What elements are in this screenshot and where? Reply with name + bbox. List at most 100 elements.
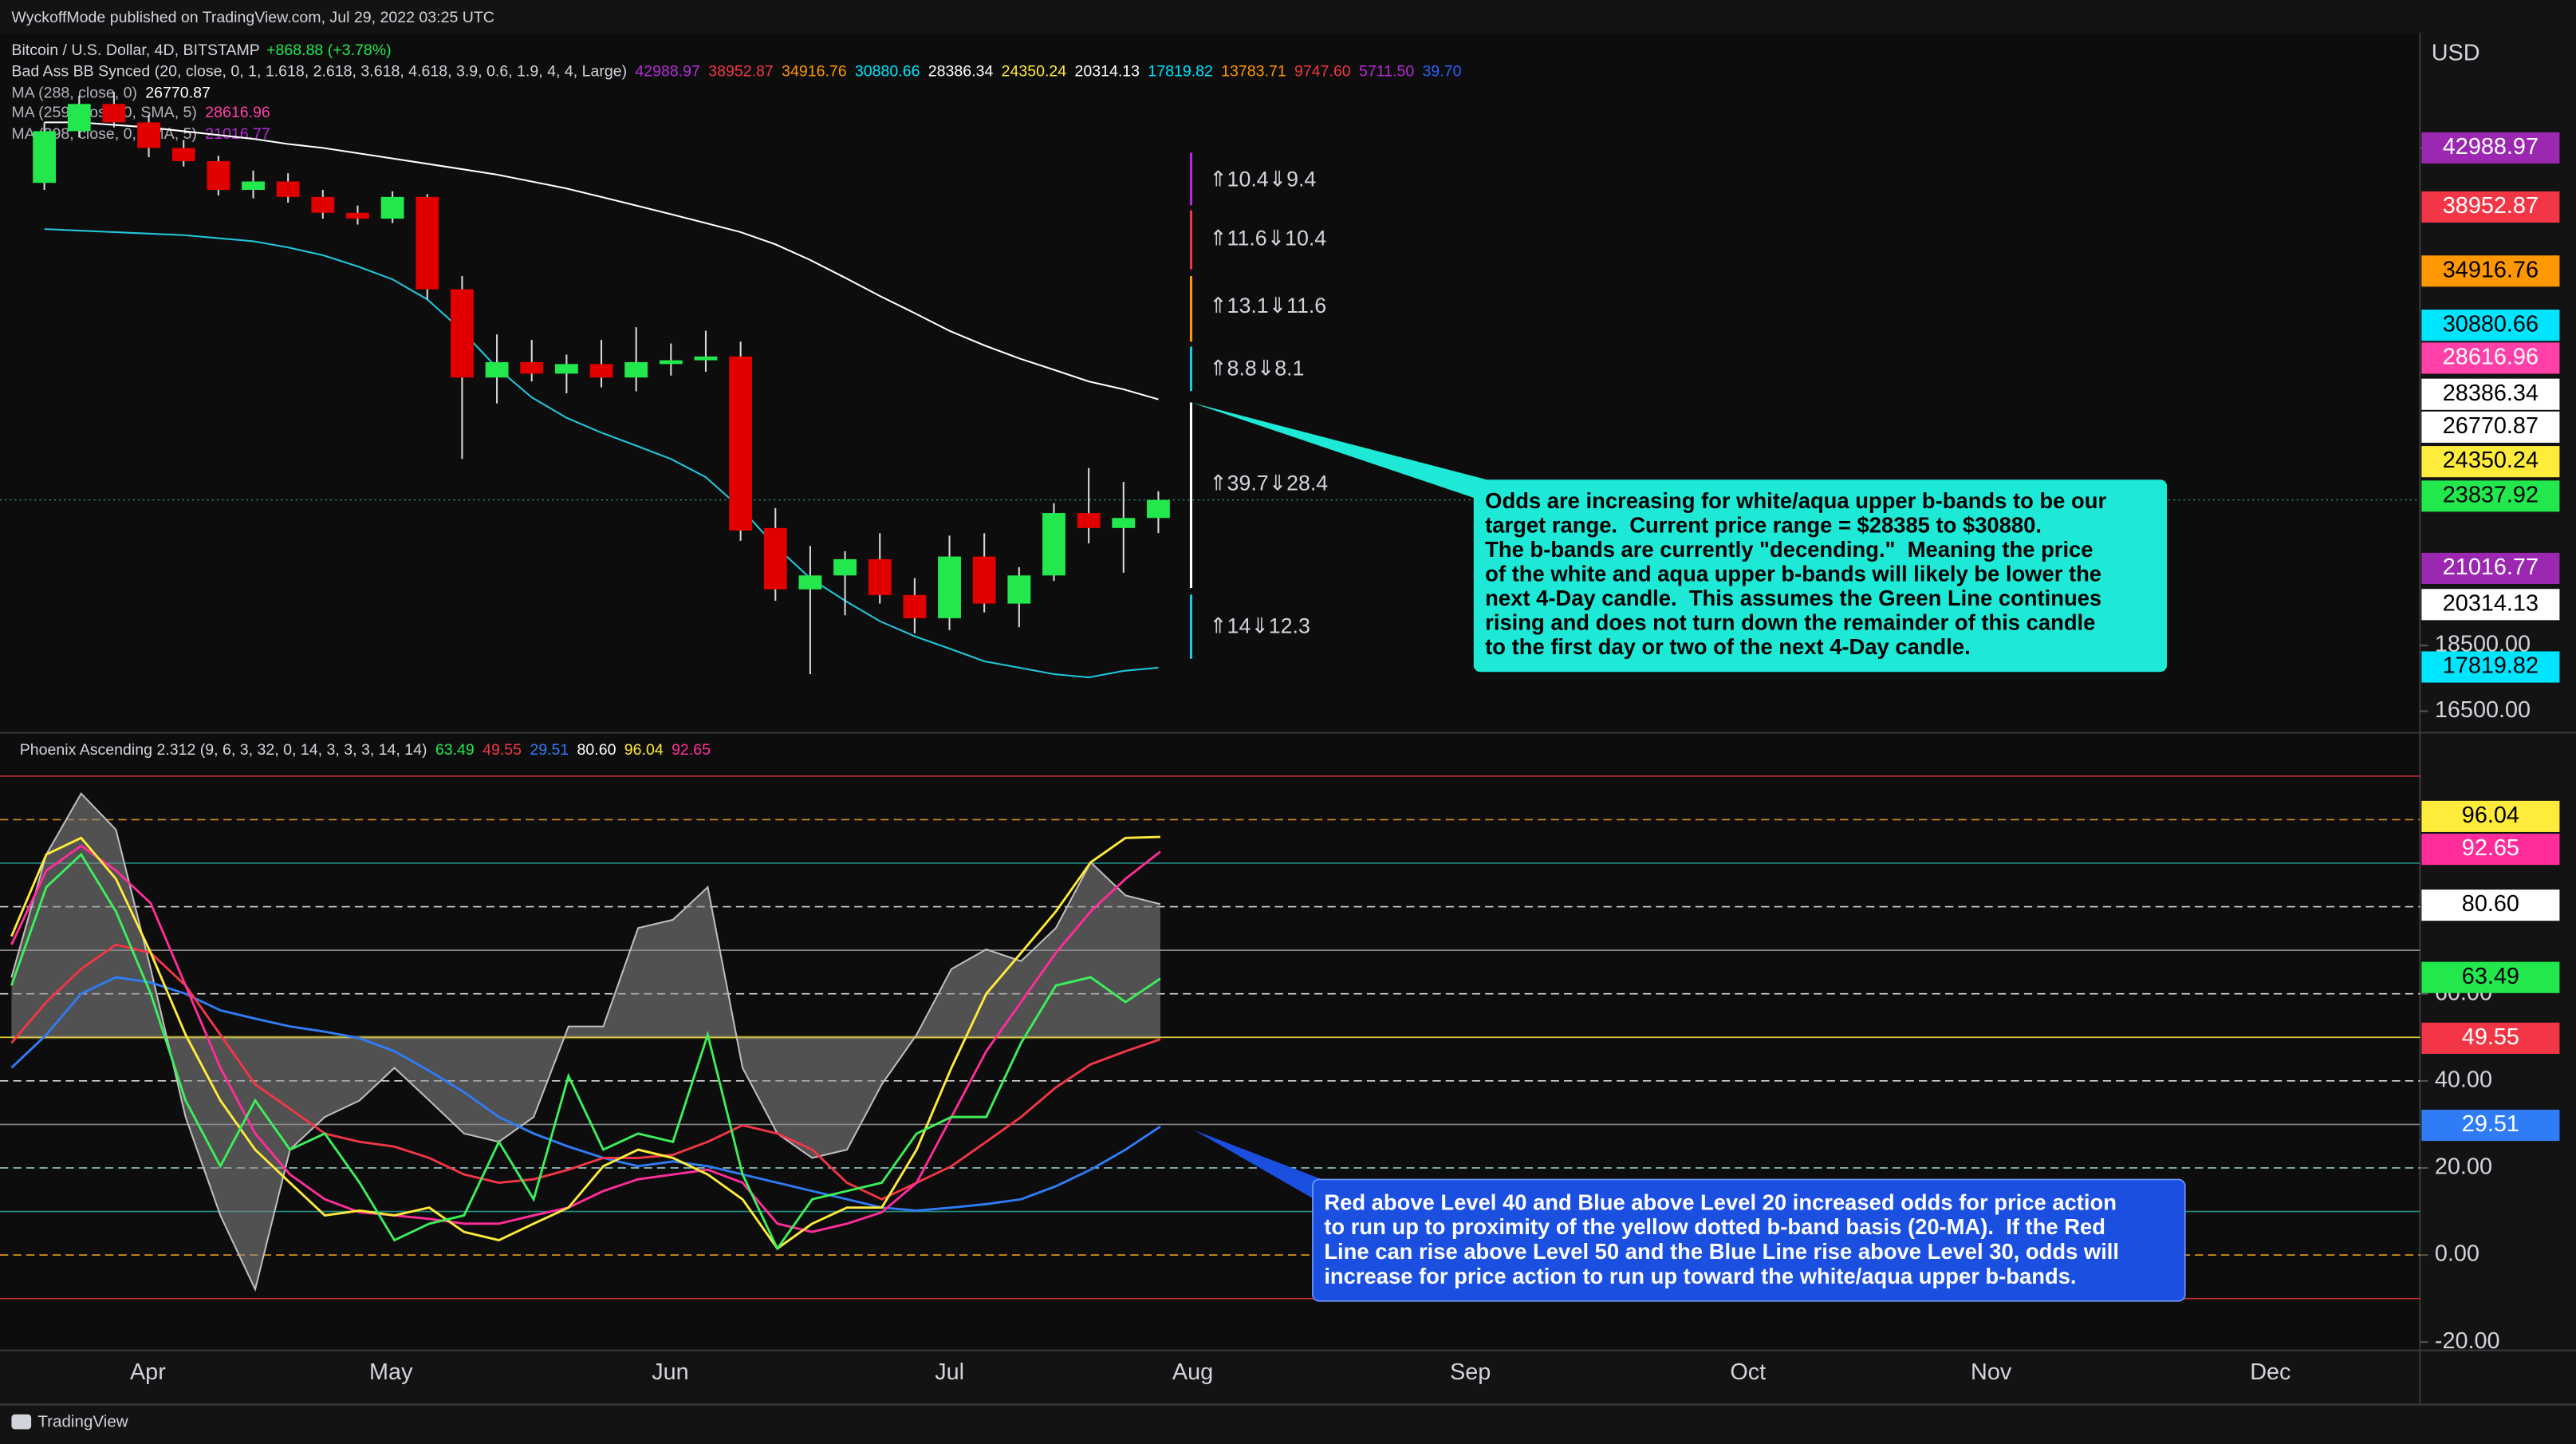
candle-body — [589, 364, 613, 378]
indicator-value: 28386.34 — [928, 63, 994, 81]
indicator-value: 9747.60 — [1294, 63, 1351, 81]
annotation-text: ⇑11.6⇓10.4 — [1209, 227, 1326, 251]
y-tick-label: 16500.00 — [2435, 697, 2531, 723]
x-tick-label: May — [369, 1359, 413, 1385]
value-label: 92.65 — [2462, 835, 2519, 861]
oscillator-value: 29.51 — [530, 741, 569, 759]
publisher: WyckoffMode published on TradingView.com… — [11, 9, 494, 26]
value-label-box — [2421, 890, 2560, 921]
candle-body — [1042, 513, 1065, 576]
indicator-legend: MA (288, close, 0) 26770.87 — [11, 85, 210, 102]
price-label-box — [2421, 552, 2560, 585]
oscillator-line — [10, 852, 1161, 1251]
indicator-name: MA (288, close, 0) — [11, 85, 137, 102]
callout-line: Odds are increasing for white/aqua upper… — [1485, 488, 2106, 513]
value-label: 29.51 — [2462, 1111, 2519, 1137]
callout-line: to the first day or two of the next 4-Da… — [1485, 634, 1971, 659]
y-tick-label: 0.00 — [2435, 1241, 2479, 1267]
candle-body — [380, 196, 404, 219]
price-label: 28386.34 — [2443, 381, 2539, 406]
price-label: 30880.66 — [2443, 311, 2539, 337]
indicator-value: 17819.82 — [1148, 63, 1213, 81]
oscillator-line — [10, 943, 1161, 1201]
callout-line: target range. Current price range = $283… — [1485, 513, 2042, 538]
callout-line: to run up to proximity of the yellow dot… — [1324, 1214, 2105, 1239]
callout-line: Line can rise above Level 50 and the Blu… — [1324, 1239, 2119, 1264]
y-tick-label: -20.00 — [2435, 1328, 2500, 1354]
candle-body — [102, 104, 126, 123]
indicator-name: Bad Ass BB Synced (20, close, 0, 1, 1.61… — [11, 63, 627, 81]
candle-body — [659, 360, 683, 365]
candle-body — [763, 527, 787, 590]
x-tick-label: Aug — [1172, 1359, 1213, 1385]
value-label: 63.49 — [2462, 964, 2519, 989]
value-label-box — [2421, 800, 2560, 832]
callout-line: increase for price action to run up towa… — [1324, 1264, 2076, 1288]
annotation-text: ⇑39.7⇓28.4 — [1209, 471, 1328, 495]
oscillator-value: 63.49 — [435, 741, 475, 759]
indicator-value: 20314.13 — [1074, 63, 1140, 81]
indicator-legend: MA (259, close, 0, SMA, 5) 28616.96 — [11, 104, 270, 121]
indicator-value: 34916.76 — [782, 63, 847, 81]
callout-pointer — [1191, 402, 1487, 499]
value-label: 49.55 — [2462, 1024, 2519, 1050]
oscillator-value: 92.65 — [672, 741, 711, 759]
oscillator-value: 49.55 — [483, 741, 522, 759]
price-label: 24350.24 — [2443, 448, 2539, 473]
indicator-value: 30880.66 — [855, 63, 920, 81]
x-tick-label: Jul — [935, 1359, 964, 1385]
x-tick-label: Sep — [1450, 1359, 1491, 1385]
candle-body — [972, 556, 996, 604]
price-label: 38952.87 — [2443, 193, 2539, 219]
candle-body — [868, 558, 892, 595]
candle-body — [137, 122, 160, 148]
indicator-value: 24350.24 — [1002, 63, 1067, 81]
callout-line: of the white and aqua upper b-bands will… — [1485, 562, 2101, 586]
price-label-box — [2421, 255, 2560, 287]
currency: USD — [2432, 41, 2480, 66]
indicator-value: 26770.87 — [145, 85, 211, 102]
candle-body — [554, 364, 578, 374]
candle-body — [694, 356, 718, 361]
candle-body — [903, 594, 927, 618]
callout-pointer — [1194, 1130, 1323, 1200]
candle-body — [938, 556, 961, 618]
value-label: 96.04 — [2462, 803, 2519, 828]
price-label: 28616.96 — [2443, 345, 2539, 370]
brand: TradingView — [11, 1413, 128, 1431]
candle-body — [1007, 575, 1031, 604]
candle-body — [33, 131, 57, 183]
indicator-value: 39.70 — [1423, 63, 1462, 81]
value-label-box — [2421, 961, 2560, 993]
price-label: 21016.77 — [2443, 554, 2539, 580]
price-label-box — [2421, 651, 2560, 683]
symbol: Bitcoin / U.S. Dollar, 4D, BITSTAMP — [11, 41, 259, 59]
price-label-box — [2421, 132, 2560, 164]
price-label: 26770.87 — [2443, 413, 2539, 439]
price-change: +868.88 (+3.78%) — [266, 41, 392, 59]
x-tick-label: Nov — [1971, 1359, 2012, 1385]
price-label-box — [2421, 378, 2560, 410]
candle-body — [1077, 513, 1101, 528]
indicator-value: 13783.71 — [1221, 63, 1286, 81]
oscillator-line — [10, 976, 1161, 1212]
price-label: 17819.82 — [2443, 653, 2539, 679]
oscillator-title: Phoenix Ascending 2.312 (9, 6, 3, 32, 0,… — [20, 741, 427, 759]
callout-text: Odds are increasing for white/aqua upper… — [1485, 488, 2106, 659]
oscillator-value: 96.04 — [624, 741, 664, 759]
value-label-box — [2421, 1109, 2560, 1142]
indicator-value: 42988.97 — [635, 63, 700, 81]
callout-line: Red above Level 40 and Blue above Level … — [1324, 1190, 2117, 1215]
price-label-box — [2421, 310, 2560, 341]
price-label: 23837.92 — [2443, 482, 2539, 507]
indicator-value: 38952.87 — [708, 63, 774, 81]
oscillator-area — [11, 793, 1160, 1290]
candle-body — [67, 104, 91, 132]
candle-body — [451, 289, 474, 378]
value-label: 80.60 — [2462, 891, 2519, 917]
oscillator-value: 80.60 — [577, 741, 616, 759]
candle-body — [416, 196, 439, 290]
callout-line: rising and does not turn down the remain… — [1485, 610, 2095, 635]
price-label-box — [2421, 411, 2560, 443]
